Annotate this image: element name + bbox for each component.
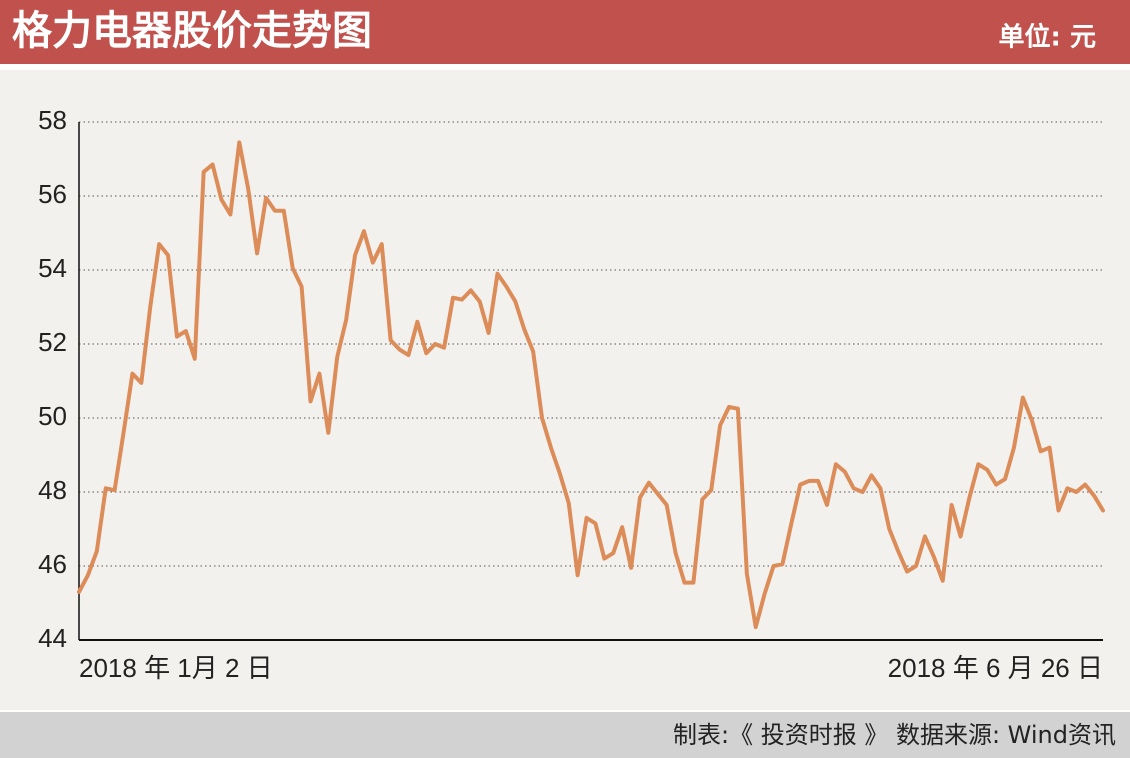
y-tick-label: 48	[38, 475, 67, 505]
chart-title: 格力电器股价走势图	[12, 8, 372, 54]
unit-label: 单位: 元	[999, 22, 1096, 53]
plot-background	[0, 70, 1130, 710]
y-tick-label: 58	[38, 105, 67, 135]
x-tick-label: 2018 年 6 月 26 日	[888, 653, 1103, 683]
source-note: 制表:《 投资时报 》 数据来源: Wind资讯	[673, 721, 1116, 749]
y-tick-label: 54	[38, 253, 67, 283]
y-tick-label: 46	[38, 549, 67, 579]
y-tick-label: 56	[38, 179, 67, 209]
price-line	[77, 140, 1105, 630]
y-tick-label: 50	[38, 401, 67, 431]
footer-band	[0, 712, 1130, 758]
y-tick-label: 52	[38, 327, 67, 357]
x-tick-label: 2018 年 1月 2 日	[79, 653, 273, 683]
y-tick-label: 44	[38, 623, 67, 653]
header-band	[0, 0, 1130, 64]
